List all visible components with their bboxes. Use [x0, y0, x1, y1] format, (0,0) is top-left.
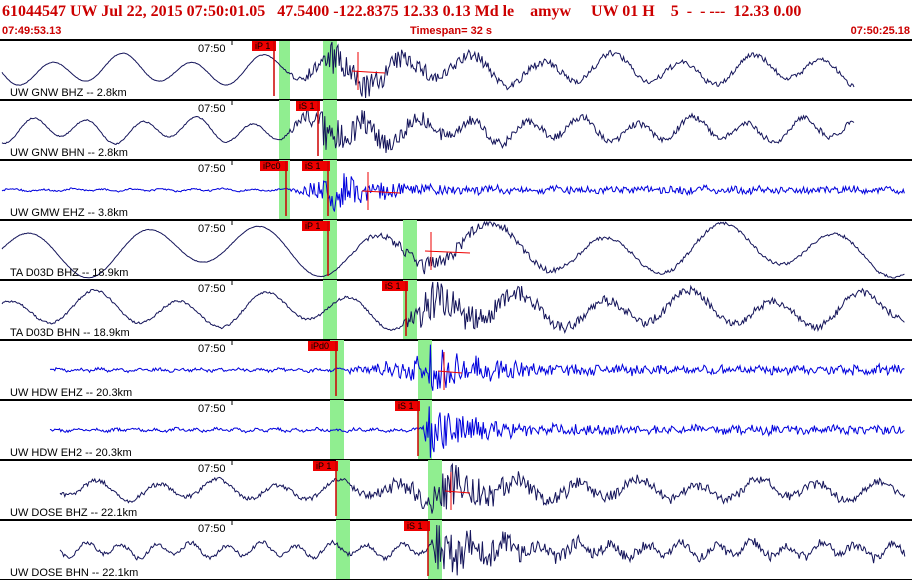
channel-row[interactable]: iPd0 07:50 UW HDW EHZ -- 20.3km: [0, 340, 912, 401]
pick-label: iS 1: [385, 281, 401, 291]
time-tick-label: 07:50: [198, 523, 226, 535]
channel-row[interactable]: iS 1 07:50 UW GNW BHN -- 2.8km: [0, 100, 912, 161]
pick-window: [323, 280, 337, 340]
pick-window: [279, 40, 290, 100]
pick-window: [330, 340, 344, 400]
time-tick-label: 07:50: [198, 283, 226, 295]
channel-label: TA D03D BHZ -- 18.9km: [10, 267, 128, 279]
channel-label: UW HDW EH2 -- 20.3km: [10, 447, 132, 459]
pick-window: [279, 100, 290, 160]
time-tick-label: 07:50: [198, 403, 226, 415]
time-tick-label: 07:50: [198, 43, 226, 55]
channel-label: UW HDW EHZ -- 20.3km: [10, 387, 132, 399]
waveform-trace: [59, 524, 906, 576]
event-title: 61044547 UW Jul 22, 2015 07:50:01.05 47.…: [2, 3, 802, 20]
time-tick-label: 07:50: [198, 223, 226, 235]
channel-label: UW GNW BHZ -- 2.8km: [10, 87, 127, 99]
pick-label: iP 1: [316, 461, 331, 471]
pick-marker[interactable]: iP 1: [252, 41, 276, 96]
time-tick-label: 07:50: [198, 103, 226, 115]
pick-label: iP 1: [305, 221, 320, 231]
channel-row[interactable]: iS 1 07:50 UW DOSE BHN -- 22.1km: [0, 520, 912, 580]
pick-label: iPc0: [263, 161, 281, 171]
pick-box: [308, 341, 338, 351]
waveform-trace: [1, 41, 855, 99]
channel-row[interactable]: iP 1 07:50 TA D03D BHZ -- 18.9km: [0, 220, 912, 281]
channel-label: UW GNW BHN -- 2.8km: [10, 147, 128, 159]
pick-label: iP 1: [255, 41, 270, 51]
waveform-trace: [49, 344, 905, 391]
pick-window: [336, 460, 350, 520]
start-time: 07:49:53.13: [2, 25, 62, 37]
pick-label: iS 1: [299, 101, 315, 111]
time-tick-label: 07:50: [198, 463, 226, 475]
channel-row[interactable]: iS 1 07:50 UW HDW EH2 -- 20.3km: [0, 400, 912, 461]
pick-marker[interactable]: iS 1: [302, 161, 330, 216]
time-tick-label: 07:50: [198, 343, 226, 355]
pick-marker[interactable]: iP 1: [302, 221, 330, 276]
waveform-trace: [1, 281, 905, 335]
pick-label: iS 1: [305, 161, 321, 171]
pick-marker[interactable]: iS 1: [382, 281, 408, 336]
timespan-label: Timespan= 32 s: [410, 25, 493, 37]
pick-marker[interactable]: iS 1: [404, 521, 430, 576]
pick-box: [404, 521, 430, 531]
pick-box: [395, 401, 420, 411]
channel-label: UW GMW EHZ -- 3.8km: [10, 207, 128, 219]
pick-marker[interactable]: iPc0: [260, 161, 288, 216]
pick-box: [302, 161, 330, 171]
channel-label: UW DOSE BHZ -- 22.1km: [10, 507, 137, 519]
channel-row[interactable]: iS 1 07:50 TA D03D BHN -- 18.9km: [0, 280, 912, 341]
pick-window: [323, 40, 337, 100]
waveform-trace: [1, 220, 905, 279]
residual-line: [437, 370, 463, 374]
residual-line: [424, 250, 471, 254]
channel-row[interactable]: iP 1 07:50 UW DOSE BHZ -- 22.1km: [0, 460, 912, 521]
pick-box: [260, 161, 288, 171]
pick-marker[interactable]: iS 1: [296, 101, 320, 156]
waveform-trace: [59, 462, 906, 514]
pick-box: [313, 461, 338, 471]
pick-window: [323, 220, 337, 280]
pick-marker[interactable]: iPd0: [308, 341, 338, 396]
waveform-trace: [1, 173, 905, 212]
waveform-trace: [49, 406, 905, 458]
channel-row[interactable]: iPc0 iS 1 07:50 UW GMW EHZ -- 3.8km: [0, 160, 912, 221]
channel-label: UW DOSE BHN -- 22.1km: [10, 567, 138, 579]
pick-box: [252, 41, 276, 51]
pick-label: iS 1: [407, 521, 423, 531]
channel-label: TA D03D BHN -- 18.9km: [10, 327, 130, 339]
end-time: 07:50:25.18: [850, 25, 910, 37]
waveform-trace: [1, 107, 855, 154]
pick-window: [403, 220, 417, 280]
pick-marker[interactable]: iS 1: [395, 401, 420, 456]
pick-box: [382, 281, 408, 291]
residual-line: [444, 490, 471, 494]
time-tick-label: 07:50: [198, 163, 226, 175]
pick-window: [279, 160, 290, 220]
pick-label: iPd0: [311, 341, 329, 351]
pick-box: [302, 221, 330, 231]
pick-window: [323, 160, 337, 220]
pick-marker[interactable]: iP 1: [313, 461, 338, 516]
pick-label: iS 1: [398, 401, 414, 411]
pick-box: [296, 101, 320, 111]
channel-row[interactable]: iP 1 07:50 UW GNW BHZ -- 2.8km: [0, 40, 912, 101]
